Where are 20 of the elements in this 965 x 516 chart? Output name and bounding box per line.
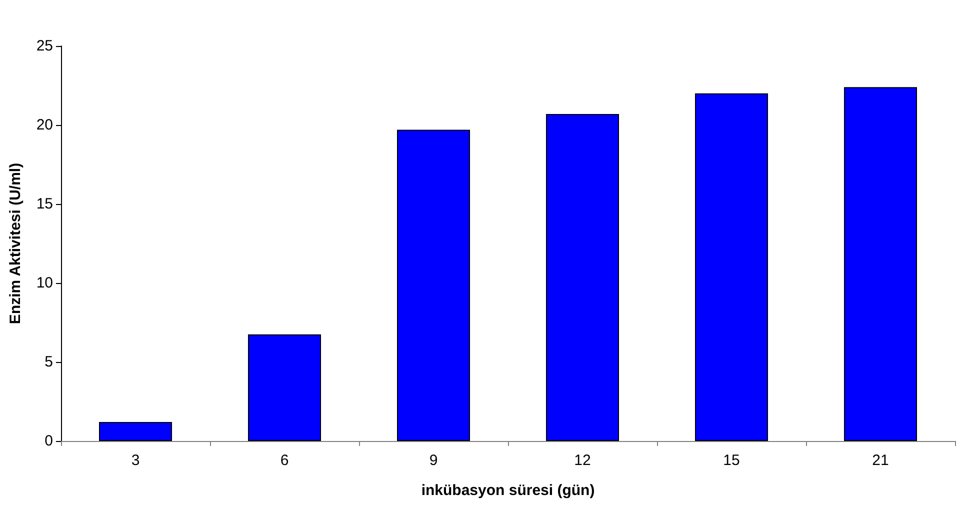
y-tick-label: 25 [36,38,53,54]
y-tick-label: 20 [36,116,53,134]
y-tick-label: 0 [44,432,53,450]
x-tick-label: 21 [872,452,889,469]
y-tick-label: 5 [44,354,53,370]
x-tick-label: 9 [429,452,438,469]
x-tick-label: 15 [723,452,740,469]
bar [844,87,918,441]
y-tick-label: 15 [36,196,53,212]
y-tick-label: 10 [36,274,53,292]
bar [248,334,322,441]
x-tick-label: 3 [131,452,140,469]
bar [396,130,470,441]
x-tick-label: 12 [574,452,591,469]
bar [98,422,172,441]
y-axis-title: Enzim Aktivitesi (U/ml) [7,162,24,324]
x-tick-label: 6 [280,452,289,469]
x-axis-title: inkübasyon süresi (gün) [421,482,595,499]
bar [694,93,768,441]
bar [546,114,620,441]
